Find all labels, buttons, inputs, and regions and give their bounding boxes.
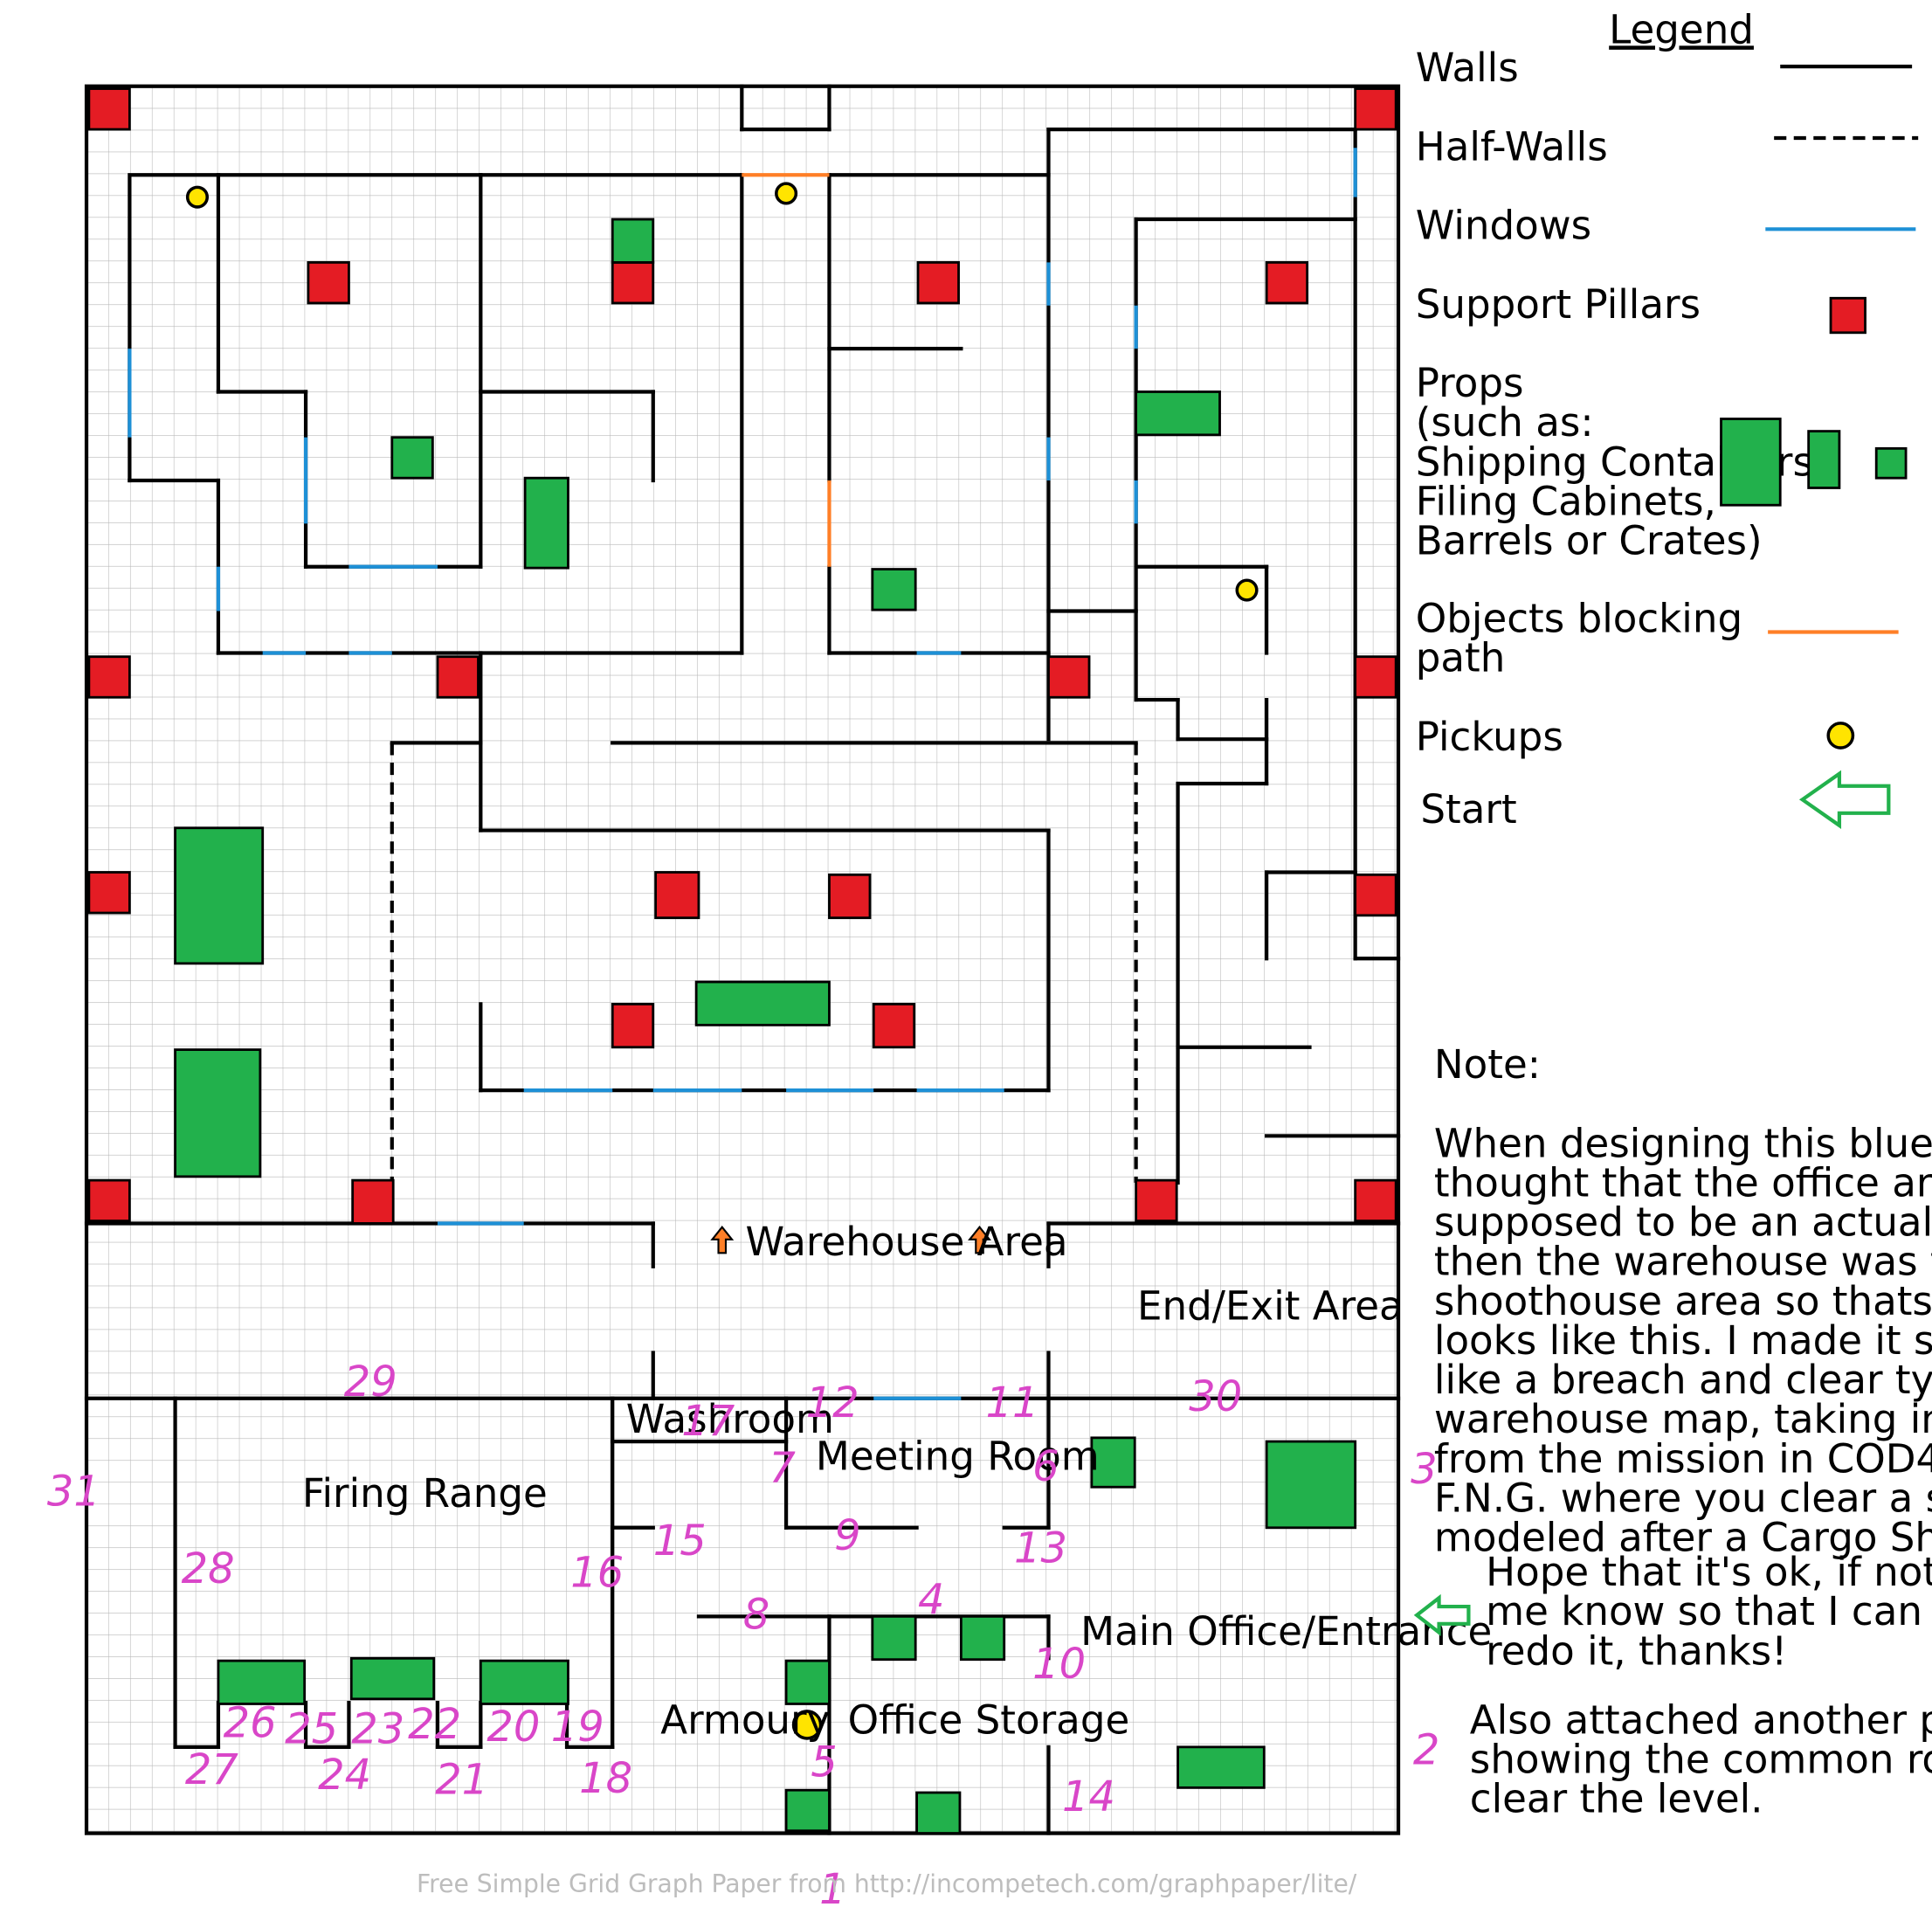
legend-item-start-arrow: Start — [1420, 770, 1891, 833]
route-number: 10 — [1032, 1640, 1086, 1689]
legend-label: Start — [1420, 786, 1516, 833]
note-line: me know so that I can change or — [1486, 1588, 1932, 1634]
pickup-circle-icon — [1826, 722, 1855, 750]
note-heading: Note: — [1434, 1041, 1541, 1088]
route-number: 18 — [579, 1754, 632, 1803]
note-paragraph-3: Also attached another pictureshowing the… — [1470, 1696, 1932, 1821]
note-line: redo it, thanks! — [1486, 1627, 1787, 1674]
note-line: modeled after a Cargo Ship. — [1434, 1515, 1932, 1561]
route-number: 8 — [743, 1590, 770, 1639]
route-number: 5 — [811, 1738, 838, 1787]
route-number: 9 — [834, 1511, 861, 1560]
note-paragraph-1: When designing this blueprint, Ithought … — [1434, 1120, 1932, 1560]
legend-label: Half-Walls — [1416, 123, 1608, 169]
route-number: 21 — [435, 1755, 488, 1804]
route-number: 16 — [570, 1548, 624, 1597]
legend-item-prop-boxes: Props(such as:Shipping Containers,Filing… — [1416, 360, 1908, 564]
route-annotations: 1234567891011121314151617181920212223242… — [47, 1358, 1440, 1914]
legend-label: Barrels or Crates) — [1416, 518, 1763, 564]
armoury-label: Armoury — [660, 1696, 830, 1743]
legend-label: Walls — [1416, 45, 1519, 91]
pickups-layer — [185, 182, 1259, 1740]
note-line: like a breach and clear type — [1434, 1357, 1932, 1403]
props-layer — [174, 218, 1357, 1835]
warehouse-label: Warehouse Area — [746, 1219, 1068, 1265]
route-number: 24 — [318, 1751, 371, 1800]
note-line: Hope that it's ok, if not please let — [1486, 1549, 1932, 1595]
route-number: 15 — [653, 1517, 707, 1565]
route-number: 14 — [1062, 1772, 1115, 1821]
firing-range-label: Firing Range — [302, 1470, 548, 1517]
route-number: 7 — [769, 1444, 796, 1493]
legend-label: Pickups — [1416, 714, 1563, 760]
start-arrow-icon — [1798, 770, 1891, 829]
legend-item-window-line: Windows — [1416, 203, 1916, 249]
note-line: warehouse map, taking inspiration — [1434, 1396, 1932, 1442]
route-number: 12 — [806, 1378, 859, 1427]
washroom-label: Washroom — [626, 1396, 834, 1442]
route-number: 23 — [351, 1705, 404, 1754]
legend-item-pickup-circle: Pickups — [1416, 714, 1855, 760]
note-line: showing the common route to — [1470, 1736, 1932, 1782]
prop-boxes-icon — [1720, 418, 1908, 507]
legend-label: (such as: — [1416, 399, 1594, 446]
route-number: 26 — [224, 1699, 277, 1748]
route-number: 29 — [344, 1358, 397, 1406]
legend-item-wall-line: Walls — [1416, 45, 1913, 91]
legend-label: Support Pillars — [1416, 281, 1701, 328]
route-number: 30 — [1189, 1372, 1242, 1421]
legend-label: Props — [1416, 360, 1524, 406]
pillars-layer — [87, 87, 1397, 1225]
route-number: 1 — [819, 1865, 846, 1910]
blockers-layer — [742, 173, 831, 567]
route-number: 25 — [285, 1705, 338, 1754]
exit-label: End/Exit Area — [1137, 1282, 1404, 1329]
route-number: 19 — [551, 1703, 604, 1752]
route-number: 20 — [486, 1703, 540, 1752]
windows-layer — [128, 148, 1357, 1400]
route-number: 3 — [1411, 1445, 1437, 1494]
note-paragraph-2: Hope that it's ok, if not please letme k… — [1486, 1549, 1932, 1674]
route-number: 28 — [182, 1544, 235, 1593]
route-number: 11 — [986, 1378, 1039, 1427]
note-line: from the mission in COD4 called — [1434, 1435, 1932, 1482]
pillar-square-icon — [1829, 296, 1866, 335]
footer-credit: Free Simple Grid Graph Paper from http:/… — [417, 1869, 1357, 1898]
route-number: 31 — [47, 1467, 100, 1516]
note-line: clear the level. — [1470, 1776, 1763, 1822]
note-line: supposed to be an actual office and — [1434, 1199, 1932, 1246]
note-line: Also attached another picture — [1470, 1696, 1932, 1743]
note-line: thought that the office area was — [1434, 1159, 1932, 1206]
half-walls-layer — [390, 743, 1138, 1183]
walls-layer — [84, 84, 1401, 1835]
route-number: 27 — [185, 1745, 238, 1794]
route-number: 4 — [918, 1576, 945, 1625]
office-storage-label: Office Storage — [848, 1696, 1130, 1743]
note-line: looks like this. I made it somewhat — [1434, 1317, 1932, 1364]
note-line: When designing this blueprint, I — [1434, 1120, 1932, 1166]
legend-item-pillar-square: Support Pillars — [1416, 281, 1866, 335]
route-number: 6 — [1032, 1442, 1059, 1491]
start-arrow-icon — [1413, 1593, 1471, 1637]
legend-label: path — [1416, 635, 1506, 681]
legend-title: Legend — [1609, 6, 1754, 52]
route-number: 13 — [1014, 1524, 1067, 1572]
legend-label: Windows — [1416, 203, 1591, 249]
route-number: 2 — [1413, 1726, 1439, 1775]
legend-label: Filing Cabinets, — [1416, 479, 1716, 525]
legend-list: Walls Half-Walls Windows Support Pillars Pro… — [1416, 45, 1919, 833]
note-line: shoothouse area so thats why mine — [1434, 1278, 1932, 1324]
legend-label: Objects blocking — [1416, 595, 1742, 641]
up-arrow-icon — [710, 1225, 991, 1254]
legend-item-half-wall-line: Half-Walls — [1416, 123, 1919, 169]
note-line: F.N.G. where you clear a shoothouse — [1434, 1475, 1932, 1521]
route-number: 22 — [408, 1700, 461, 1749]
note-line: then the warehouse was the — [1434, 1239, 1932, 1285]
route-number: 17 — [681, 1397, 735, 1446]
meeting-room-label: Meeting Room — [816, 1434, 1100, 1480]
